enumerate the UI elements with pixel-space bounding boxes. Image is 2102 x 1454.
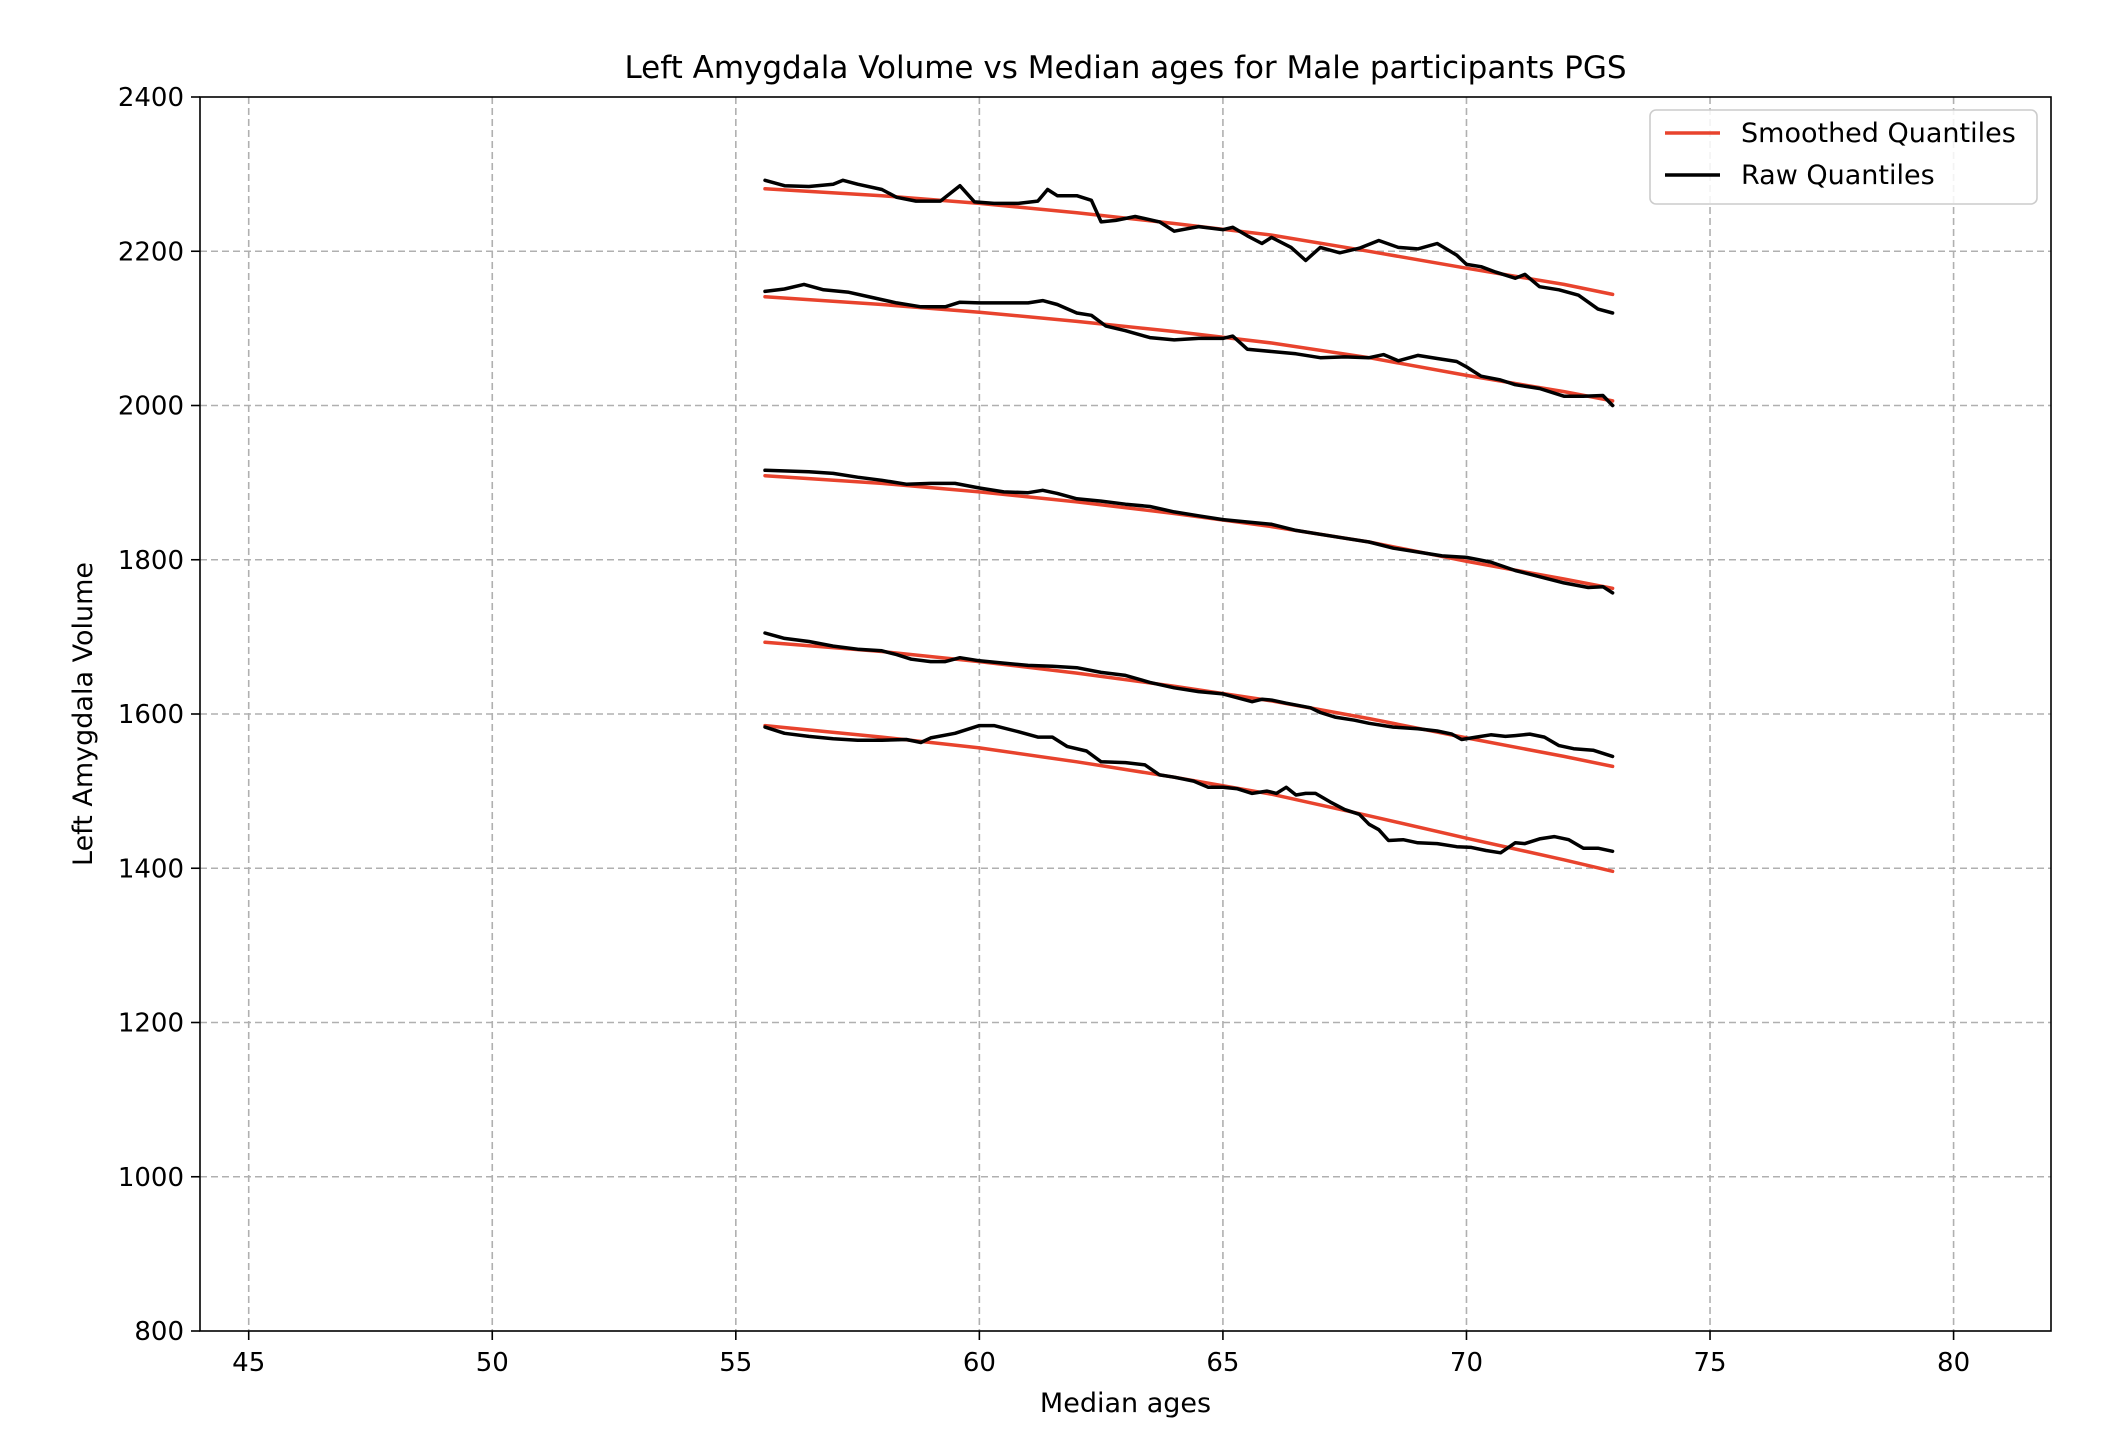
axis-ticks: 45 50 55 60 65 70 75 80 800 1000 1200 1400 1600 1800 2… [118,83,1970,1378]
y-tick-label: 2200 [118,237,184,267]
raw-quantile-line-6 [763,282,1615,408]
raw-quantile-line-8 [763,631,1615,759]
y-axis-label: Left Amygdala Volume [68,562,99,866]
x-tick-label: 50 [476,1348,509,1378]
y-tick-label: 2400 [118,83,184,113]
raw-quantile-line-9 [763,723,1615,855]
y-tick-label: 1800 [118,546,184,576]
y-tick-label: 1400 [118,854,184,884]
x-tick-label: 45 [232,1348,265,1378]
legend-label-smoothed: Smoothed Quantiles [1741,118,2016,149]
y-tick-label: 800 [134,1317,184,1347]
chart-title: Left Amygdala Volume vs Median ages for … [624,50,1626,86]
x-tick-label: 65 [1206,1348,1239,1378]
plot-lines [763,178,1615,874]
x-tick-label: 55 [719,1348,752,1378]
legend: Smoothed Quantiles Raw Quantiles [1649,109,2038,205]
x-tick-label: 70 [1450,1348,1483,1378]
raw-quantile-line-5 [763,178,1615,315]
x-tick-label: 75 [1693,1348,1726,1378]
grid [200,97,2051,1331]
x-axis-label: Median ages [1040,1388,1211,1419]
y-tick-label: 1200 [118,1009,184,1039]
legend-box [1649,109,2038,205]
legend-label-raw: Raw Quantiles [1741,160,1935,191]
y-tick-label: 2000 [118,392,184,422]
x-tick-label: 80 [1937,1348,1970,1378]
x-tick-label: 60 [963,1348,996,1378]
raw-quantile-line-7 [763,468,1615,595]
y-tick-label: 1000 [118,1163,184,1193]
y-tick-label: 1600 [118,700,184,730]
